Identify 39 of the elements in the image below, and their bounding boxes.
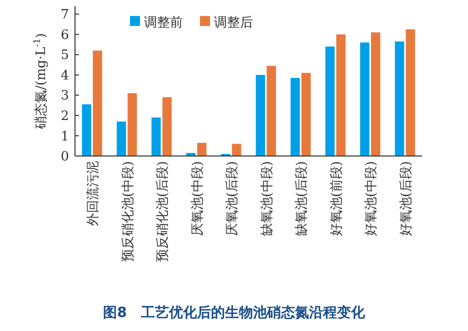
bar bbox=[256, 74, 266, 156]
x-tick-label: 预反硝化池(后段) bbox=[156, 161, 171, 262]
bar bbox=[82, 104, 92, 156]
y-tick-label: 5 bbox=[60, 48, 69, 64]
y-tick-label: 7 bbox=[60, 8, 69, 23]
bar bbox=[301, 72, 311, 156]
x-tick-label: 缺氧池(中段) bbox=[260, 161, 275, 236]
bar bbox=[232, 144, 242, 156]
bar bbox=[325, 46, 335, 156]
bar bbox=[266, 66, 276, 156]
legend-label: 调整前 bbox=[144, 16, 183, 31]
bar bbox=[151, 117, 161, 156]
y-tick-label: 0 bbox=[60, 150, 69, 165]
x-tick-label: 预反硝化池(中段) bbox=[120, 161, 136, 262]
legend-label: 调整后 bbox=[214, 16, 253, 31]
bar bbox=[290, 78, 300, 156]
bar bbox=[128, 93, 137, 156]
bar bbox=[197, 142, 206, 156]
bar bbox=[92, 50, 102, 156]
y-tick-label: 4 bbox=[60, 68, 69, 84]
bar bbox=[371, 32, 380, 156]
y-tick-label: 2 bbox=[60, 109, 69, 124]
x-tick-label: 厌氧池(后段) bbox=[225, 161, 240, 236]
y-tick-label: 1 bbox=[60, 129, 69, 144]
x-tick-label: 好氧池(后段) bbox=[398, 161, 414, 236]
x-tick-label: 外回流污泥 bbox=[85, 161, 102, 226]
bar bbox=[116, 122, 126, 156]
bar bbox=[406, 29, 416, 156]
bar bbox=[394, 41, 404, 156]
bar bbox=[360, 42, 370, 156]
bar bbox=[336, 34, 346, 156]
x-tick-label: 好氧池(中段) bbox=[364, 161, 380, 236]
x-tick-label: 缺氧池(后段) bbox=[294, 161, 310, 236]
bar bbox=[162, 97, 172, 156]
text: 图8 工艺优化后的生物池硝态氮沿程变化 bbox=[103, 304, 366, 321]
y-tick-label: 3 bbox=[60, 88, 69, 104]
y-tick-label: 6 bbox=[60, 28, 69, 43]
x-tick-label: 好氧池(前段) bbox=[329, 161, 344, 236]
x-tick-label: 厌氧池(中段) bbox=[190, 161, 206, 236]
